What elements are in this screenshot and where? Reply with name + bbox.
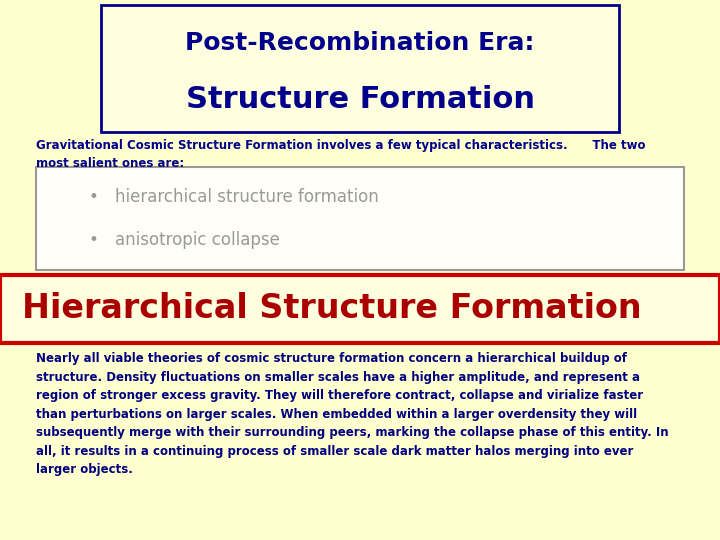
Text: hierarchical structure formation: hierarchical structure formation (115, 188, 379, 206)
Text: Nearly all viable theories of cosmic structure formation concern a hierarchical : Nearly all viable theories of cosmic str… (36, 352, 669, 476)
FancyBboxPatch shape (36, 167, 684, 270)
Text: •: • (89, 231, 99, 249)
Text: Gravitational Cosmic Structure Formation involves a few typical characteristics.: Gravitational Cosmic Structure Formation… (36, 139, 646, 170)
FancyBboxPatch shape (101, 5, 619, 132)
Text: anisotropic collapse: anisotropic collapse (115, 231, 280, 249)
Text: Post-Recombination Era:: Post-Recombination Era: (185, 31, 535, 55)
FancyBboxPatch shape (0, 275, 720, 343)
Text: Structure Formation: Structure Formation (186, 85, 534, 114)
Text: Hierarchical Structure Formation: Hierarchical Structure Formation (22, 292, 642, 326)
Text: •: • (89, 188, 99, 206)
